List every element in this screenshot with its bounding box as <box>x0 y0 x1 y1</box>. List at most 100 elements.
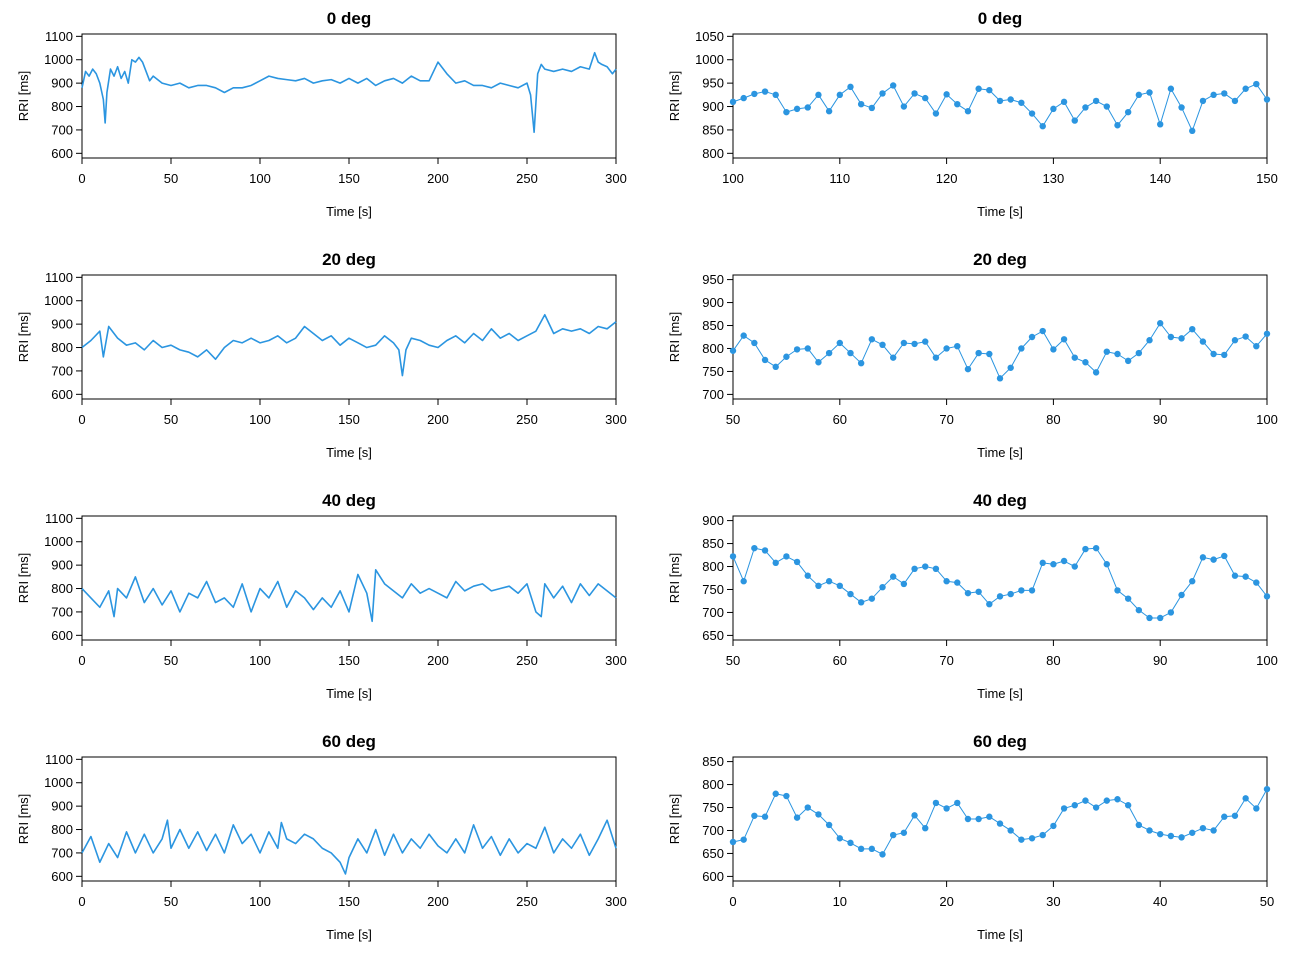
data-point <box>729 838 737 846</box>
data-point <box>1135 606 1143 614</box>
data-point <box>932 110 940 117</box>
plot-frame <box>732 515 1268 641</box>
data-point <box>793 105 801 113</box>
data-point <box>1028 110 1036 117</box>
x-tick-label: 100 <box>249 412 271 427</box>
y-tick-label: 900 <box>51 558 73 573</box>
data-point <box>943 91 950 98</box>
chart-panel-2: 20 deg 600 700 800 900 1000 1100 0 50 100 150 200 25… <box>12 245 646 490</box>
x-tick-label: 60 <box>833 412 847 427</box>
data-point <box>772 790 779 797</box>
data-point <box>1060 805 1068 812</box>
data-point <box>900 103 908 110</box>
data-point <box>729 98 737 106</box>
chart-panel-4: 40 deg 600 700 800 900 1000 1100 0 50 100 150 200 25… <box>12 486 646 731</box>
y-tick-label: 800 <box>702 777 724 792</box>
data-point <box>1242 573 1249 580</box>
data-point <box>804 804 811 811</box>
data-point <box>932 354 940 361</box>
data-point <box>1146 827 1153 834</box>
y-tick-label: 1100 <box>45 752 73 767</box>
data-point <box>1221 351 1228 359</box>
chart-svg-5: 40 deg 650 700 750 800 850 900 50 60 70 80 90 100 Tim… <box>667 491 1278 701</box>
data-point <box>751 90 758 98</box>
rri-series-line <box>732 322 1268 379</box>
x-tick-label: 300 <box>605 412 627 427</box>
chart-title: 20 deg <box>322 250 376 269</box>
y-tick-label: 900 <box>702 99 724 114</box>
data-point <box>729 553 737 560</box>
x-tick-label: 150 <box>338 653 360 668</box>
data-point <box>1199 97 1207 105</box>
data-point <box>1146 337 1153 344</box>
plot-frame <box>732 756 1268 882</box>
x-tick-label: 250 <box>516 171 538 186</box>
data-point <box>1199 824 1207 832</box>
data-point <box>825 108 833 115</box>
y-axis-label: RRI [ms] <box>16 553 31 604</box>
data-point <box>1231 97 1239 105</box>
data-point <box>996 820 1004 827</box>
x-tick-label: 0 <box>78 894 85 909</box>
x-tick-label: 0 <box>78 171 85 186</box>
data-point <box>1071 117 1078 124</box>
x-tick-label: 200 <box>427 653 449 668</box>
data-point <box>729 347 737 354</box>
chart-svg-1: 0 deg 800 850 900 950 1000 1050 100 110 120 130 140… <box>667 9 1278 219</box>
data-point <box>1007 364 1014 371</box>
data-point <box>1103 103 1110 110</box>
data-point <box>1189 578 1196 585</box>
data-point <box>1082 545 1089 553</box>
data-point <box>1060 557 1068 565</box>
data-point <box>1253 342 1260 350</box>
chart-panel-7: 60 deg 600 650 700 750 800 850 0 10 20 30 40 50 Time … <box>663 727 1297 972</box>
data-point <box>932 565 940 573</box>
data-point <box>1231 337 1239 344</box>
x-tick-label: 150 <box>338 171 360 186</box>
data-point <box>1103 797 1110 804</box>
chart-panel-5: 40 deg 650 700 750 800 850 900 50 60 70 80 90 100 Tim… <box>663 486 1297 731</box>
data-point <box>761 356 769 364</box>
y-tick-label: 700 <box>51 122 73 137</box>
data-point <box>1124 357 1132 365</box>
rri-series-line <box>732 83 1268 132</box>
x-tick-label: 300 <box>605 894 627 909</box>
y-tick-label: 700 <box>51 604 73 619</box>
y-tick-label: 750 <box>702 364 724 379</box>
x-axis-label: Time [s] <box>326 445 372 460</box>
data-point <box>857 359 865 367</box>
data-point <box>1178 335 1185 342</box>
data-point <box>954 342 961 350</box>
x-tick-label: 90 <box>1153 653 1167 668</box>
data-point <box>793 346 801 353</box>
x-tick-label: 200 <box>427 171 449 186</box>
data-point <box>1146 614 1153 622</box>
data-point <box>783 108 790 116</box>
data-point <box>761 547 769 554</box>
data-point <box>1253 805 1260 812</box>
x-tick-label: 250 <box>516 653 538 668</box>
chart-svg-2: 20 deg 600 700 800 900 1000 1100 0 50 100 150 200 25… <box>16 250 627 460</box>
y-tick-label: 900 <box>702 513 724 528</box>
data-point <box>825 821 833 829</box>
data-point <box>1167 609 1175 616</box>
x-tick-label: 250 <box>516 412 538 427</box>
data-point <box>986 350 993 358</box>
x-tick-label: 140 <box>1149 171 1171 186</box>
data-point <box>1167 832 1175 840</box>
data-point <box>954 799 961 807</box>
plot-frame <box>732 33 1268 159</box>
data-point <box>1199 338 1207 345</box>
data-point <box>879 583 886 591</box>
data-point <box>836 91 843 99</box>
data-point <box>836 835 843 842</box>
y-tick-label: 700 <box>702 823 724 838</box>
data-point <box>772 559 779 567</box>
y-tick-label: 800 <box>51 340 73 355</box>
y-tick-label: 1100 <box>45 270 73 285</box>
y-tick-label: 650 <box>702 628 724 643</box>
y-tick-label: 800 <box>51 822 73 837</box>
data-point <box>761 813 769 820</box>
rri-series-line <box>732 547 1268 619</box>
data-point <box>900 580 908 588</box>
